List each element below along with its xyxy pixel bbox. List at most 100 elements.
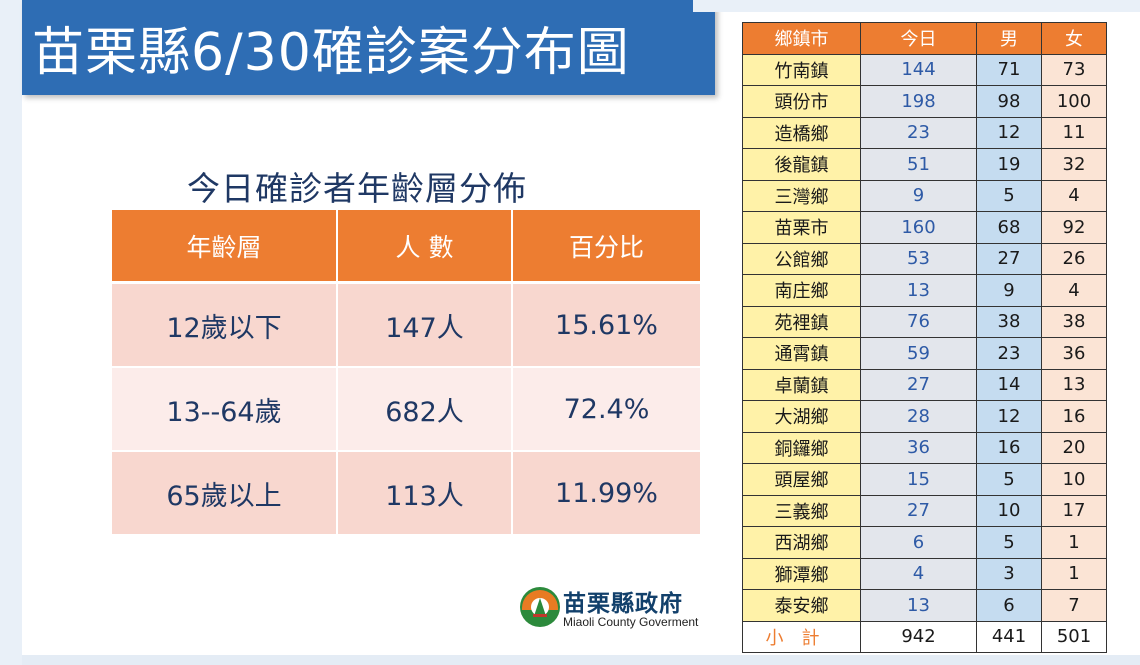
today-count-cell: 27 bbox=[860, 368, 977, 401]
table-row: 泰安鄉 13 6 7 bbox=[742, 589, 1107, 622]
township-name-cell: 三灣鄉 bbox=[742, 179, 861, 212]
male-count-cell: 27 bbox=[976, 242, 1042, 275]
today-count-cell: 51 bbox=[860, 148, 977, 181]
today-count-cell: 4 bbox=[860, 557, 977, 590]
table-row: 三義鄉 27 10 17 bbox=[742, 494, 1107, 527]
today-count-cell: 160 bbox=[860, 211, 977, 244]
female-count-cell: 92 bbox=[1041, 211, 1107, 244]
female-count-cell: 17 bbox=[1041, 494, 1107, 527]
township-name-cell: 頭份市 bbox=[742, 85, 861, 118]
male-count-cell: 16 bbox=[976, 431, 1042, 464]
female-count-cell: 32 bbox=[1041, 148, 1107, 181]
township-name-cell: 大湖鄉 bbox=[742, 400, 861, 433]
male-count-cell: 9 bbox=[976, 274, 1042, 307]
township-name-cell: 竹南鎮 bbox=[742, 53, 861, 86]
percent-cell: 11.99% bbox=[512, 451, 700, 536]
percent-header: 百分比 bbox=[512, 210, 700, 284]
female-count-cell: 1 bbox=[1041, 557, 1107, 590]
male-count-cell: 19 bbox=[976, 148, 1042, 181]
table-row: 獅潭鄉 4 3 1 bbox=[742, 557, 1107, 590]
age-group-cell: 65歲以上 bbox=[112, 451, 338, 536]
table-row: 後龍鎮 51 19 32 bbox=[742, 148, 1107, 181]
male-count-cell: 5 bbox=[976, 179, 1042, 212]
today-count-cell: 15 bbox=[860, 463, 977, 496]
age-group-header: 年齡層 bbox=[112, 210, 338, 284]
town-table-body: 竹南鎮 144 71 73 頭份市 198 98 100 造橋鄉 23 12 11 後龍鎮 51 19 32 三… bbox=[742, 53, 1107, 653]
male-header: 男 bbox=[976, 22, 1042, 55]
table-row: 卓蘭鎮 27 14 13 bbox=[742, 368, 1107, 401]
today-count-cell: 9 bbox=[860, 179, 977, 212]
bottom-margin-strip bbox=[22, 655, 1140, 665]
today-count-cell: 28 bbox=[860, 400, 977, 433]
female-count-cell: 36 bbox=[1041, 337, 1107, 370]
age-table-header-row: 年齡層 人 數 百分比 bbox=[112, 210, 700, 284]
township-name-cell: 苑裡鎮 bbox=[742, 305, 861, 338]
township-header: 鄉鎮市 bbox=[742, 22, 861, 55]
subtotal-township-name-cell: 小計 bbox=[742, 620, 861, 653]
female-count-cell: 16 bbox=[1041, 400, 1107, 433]
logo-subtitle-text: Miaoli County Goverment bbox=[563, 615, 699, 629]
subtotal-row: 小計 942 441 501 bbox=[742, 620, 1107, 653]
township-name-cell: 銅鑼鄉 bbox=[742, 431, 861, 464]
age-distribution-table: 年齡層 人 數 百分比 12歲以下 147人 15.61% 13--64歲 68… bbox=[112, 210, 700, 536]
logo-name-text: 苗栗縣政府 bbox=[563, 590, 683, 617]
female-count-cell: 13 bbox=[1041, 368, 1107, 401]
table-row: 頭屋鄉 15 5 10 bbox=[742, 463, 1107, 496]
today-count-cell: 59 bbox=[860, 337, 977, 370]
today-count-cell: 53 bbox=[860, 242, 977, 275]
subtotal-female-count-cell: 501 bbox=[1041, 620, 1107, 653]
male-count-cell: 5 bbox=[976, 463, 1042, 496]
female-count-cell: 20 bbox=[1041, 431, 1107, 464]
town-table-header-row: 鄉鎮市 今日 男 女 bbox=[742, 22, 1107, 55]
today-count-cell: 13 bbox=[860, 589, 977, 622]
today-count-cell: 27 bbox=[860, 494, 977, 527]
today-count-cell: 36 bbox=[860, 431, 977, 464]
female-count-cell: 100 bbox=[1041, 85, 1107, 118]
subtotal-today-count-cell: 942 bbox=[860, 620, 977, 653]
table-row: 南庄鄉 13 9 4 bbox=[742, 274, 1107, 307]
today-count-cell: 76 bbox=[860, 305, 977, 338]
female-header: 女 bbox=[1041, 22, 1107, 55]
male-count-cell: 12 bbox=[976, 116, 1042, 149]
male-count-cell: 10 bbox=[976, 494, 1042, 527]
township-name-cell: 西湖鄉 bbox=[742, 526, 861, 559]
today-count-cell: 23 bbox=[860, 116, 977, 149]
male-count-cell: 68 bbox=[976, 211, 1042, 244]
table-row: 苑裡鎮 76 38 38 bbox=[742, 305, 1107, 338]
male-count-cell: 71 bbox=[976, 53, 1042, 86]
today-count-cell: 144 bbox=[860, 53, 977, 86]
today-count-cell: 13 bbox=[860, 274, 977, 307]
male-count-cell: 3 bbox=[976, 557, 1042, 590]
female-count-cell: 7 bbox=[1041, 589, 1107, 622]
male-count-cell: 5 bbox=[976, 526, 1042, 559]
township-name-cell: 獅潭鄉 bbox=[742, 557, 861, 590]
female-count-cell: 4 bbox=[1041, 274, 1107, 307]
percent-cell: 72.4% bbox=[512, 367, 700, 452]
table-row: 12歲以下 147人 15.61% bbox=[112, 282, 700, 368]
township-name-cell: 通霄鎮 bbox=[742, 337, 861, 370]
table-row: 65歲以上 113人 11.99% bbox=[112, 451, 700, 536]
table-row: 竹南鎮 144 71 73 bbox=[742, 53, 1107, 86]
age-section-heading: 今日確診者年齡層分佈 bbox=[187, 169, 527, 208]
page-title: 苗栗縣6/30確診案分布圖 bbox=[22, 0, 715, 95]
female-count-cell: 73 bbox=[1041, 53, 1107, 86]
township-name-cell: 南庄鄉 bbox=[742, 274, 861, 307]
county-government-logo: 苗栗縣政府 Miaoli County Goverment bbox=[519, 586, 719, 634]
table-row: 大湖鄉 28 12 16 bbox=[742, 400, 1107, 433]
female-count-cell: 11 bbox=[1041, 116, 1107, 149]
subtotal-male-count-cell: 441 bbox=[976, 620, 1042, 653]
township-name-cell: 苗栗市 bbox=[742, 211, 861, 244]
table-row: 13--64歲 682人 72.4% bbox=[112, 367, 700, 452]
male-count-cell: 98 bbox=[976, 85, 1042, 118]
table-row: 通霄鎮 59 23 36 bbox=[742, 337, 1107, 370]
count-cell: 147人 bbox=[337, 282, 513, 368]
female-count-cell: 1 bbox=[1041, 526, 1107, 559]
table-row: 三灣鄉 9 5 4 bbox=[742, 179, 1107, 212]
table-row: 頭份市 198 98 100 bbox=[742, 85, 1107, 118]
township-case-table: 鄉鎮市 今日 男 女 竹南鎮 144 71 73 頭份市 198 98 100 造橋鄉 23 12 1… bbox=[742, 22, 1107, 653]
female-count-cell: 4 bbox=[1041, 179, 1107, 212]
table-row: 苗栗市 160 68 92 bbox=[742, 211, 1107, 244]
table-row: 西湖鄉 6 5 1 bbox=[742, 526, 1107, 559]
county-emblem-icon bbox=[520, 587, 560, 627]
male-count-cell: 23 bbox=[976, 337, 1042, 370]
